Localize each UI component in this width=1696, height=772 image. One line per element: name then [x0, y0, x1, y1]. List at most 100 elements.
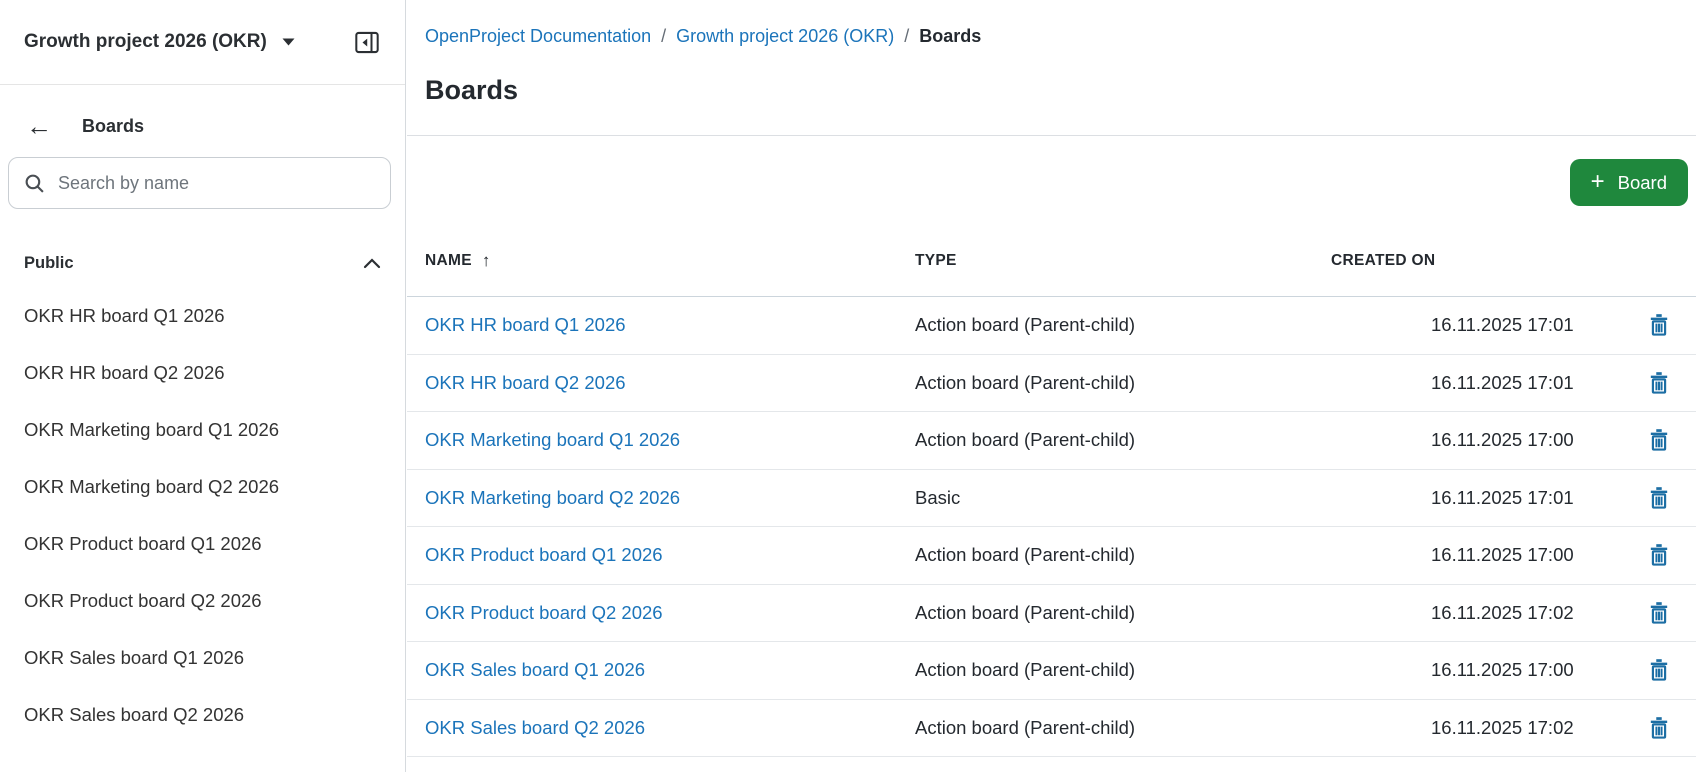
delete-board-button[interactable]	[1645, 368, 1673, 398]
board-name-link[interactable]: OKR HR board Q2 2026	[425, 371, 626, 393]
board-created-on-cell: 16.11.2025 17:00	[1431, 429, 1574, 451]
board-name-link[interactable]: OKR Marketing board Q2 2026	[425, 486, 681, 508]
delete-board-button[interactable]	[1645, 540, 1673, 570]
sidebar-board-item-label: OKR Sales board Q1 2026	[24, 646, 245, 668]
board-type-cell: Action board (Parent-child)	[915, 659, 1136, 681]
sidebar-board-item[interactable]: OKR HR board Q2 2026	[0, 344, 405, 401]
board-type-cell: Basic	[915, 486, 961, 508]
sidebar: Growth project 2026 (OKR) ← Boards	[0, 0, 406, 772]
project-selector-header: Growth project 2026 (OKR)	[0, 0, 405, 85]
delete-board-button[interactable]	[1645, 483, 1673, 513]
sidebar-board-item-label: OKR Sales board Q2 2026	[24, 703, 245, 725]
header-divider	[407, 135, 1696, 136]
table-row: OKR HR board Q1 2026 Action board (Paren…	[407, 297, 1696, 355]
search-input[interactable]	[58, 172, 375, 194]
search-icon	[24, 173, 45, 194]
column-header-name[interactable]: NAME ↑	[425, 250, 491, 270]
breadcrumb-link-openproject-documentation[interactable]: OpenProject Documentation	[425, 26, 652, 46]
column-header-type[interactable]: TYPE	[915, 251, 957, 269]
board-type-cell: Action board (Parent-child)	[915, 429, 1136, 451]
delete-board-button[interactable]	[1645, 713, 1673, 743]
sidebar-board-item[interactable]: OKR Sales board Q1 2026	[0, 629, 405, 686]
sidebar-board-item-label: OKR Marketing board Q1 2026	[24, 418, 280, 440]
sidebar-boards-title: Boards	[82, 115, 145, 136]
breadcrumb-link-project[interactable]: Growth project 2026 (OKR)	[676, 26, 895, 46]
breadcrumb-separator: /	[661, 26, 667, 46]
board-created-on-cell: 16.11.2025 17:01	[1431, 314, 1574, 336]
trash-icon	[1649, 371, 1669, 394]
sort-ascending-icon: ↑	[481, 250, 491, 270]
board-name-link[interactable]: OKR Marketing board Q1 2026	[425, 429, 681, 451]
delete-board-button[interactable]	[1645, 425, 1673, 455]
sidebar-board-item[interactable]: OKR Sales board Q2 2026	[0, 686, 405, 743]
board-created-on-cell: 16.11.2025 17:01	[1431, 486, 1574, 508]
table-row: OKR Product board Q2 2026 Action board (…	[407, 585, 1696, 642]
sidebar-board-item-label: OKR HR board Q2 2026	[24, 361, 225, 383]
boards-table-body: OKR HR board Q1 2026 Action board (Paren…	[407, 297, 1696, 757]
sidebar-board-item[interactable]: OKR Product board Q2 2026	[0, 572, 405, 629]
sidebar-board-item-label: OKR Product board Q2 2026	[24, 589, 262, 611]
chevron-up-icon	[363, 257, 381, 269]
collapse-sidebar-icon	[353, 29, 381, 56]
sidebar-board-item[interactable]: OKR HR board Q1 2026	[0, 287, 405, 344]
main-content: OpenProject Documentation / Growth proje…	[407, 0, 1696, 772]
table-row: OKR Marketing board Q1 2026 Action board…	[407, 412, 1696, 470]
delete-board-button[interactable]	[1645, 310, 1673, 340]
breadcrumb-current: Boards	[919, 26, 982, 46]
sidebar-board-list: OKR HR board Q1 2026 OKR HR board Q2 202…	[0, 287, 405, 743]
board-name-link[interactable]: OKR Sales board Q2 2026	[425, 716, 646, 738]
project-title: Growth project 2026 (OKR)	[24, 31, 267, 52]
board-type-cell: Action board (Parent-child)	[915, 314, 1136, 336]
new-board-button[interactable]: + Board	[1569, 159, 1688, 206]
delete-board-button[interactable]	[1645, 655, 1673, 685]
board-name-link[interactable]: OKR Product board Q2 2026	[425, 601, 663, 623]
sidebar-board-item[interactable]: OKR Marketing board Q2 2026	[0, 458, 405, 515]
sidebar-board-item[interactable]: OKR Product board Q1 2026	[0, 515, 405, 572]
sidebar-board-item[interactable]: OKR Marketing board Q1 2026	[0, 401, 405, 458]
board-type-cell: Action board (Parent-child)	[915, 371, 1136, 393]
board-name-link[interactable]: OKR Product board Q1 2026	[425, 544, 663, 566]
table-header-row: NAME ↑ TYPE CREATED ON	[407, 225, 1696, 297]
column-header-created-on[interactable]: CREATED ON	[1331, 251, 1436, 269]
table-row: OKR Sales board Q2 2026 Action board (Pa…	[407, 700, 1696, 757]
trash-icon	[1649, 429, 1669, 451]
delete-board-button[interactable]	[1645, 598, 1673, 628]
board-created-on-cell: 16.11.2025 17:00	[1431, 544, 1574, 566]
back-button[interactable]: ←	[26, 113, 52, 139]
table-row: OKR HR board Q2 2026 Action board (Paren…	[407, 355, 1696, 412]
breadcrumb-separator: /	[904, 26, 910, 46]
sidebar-board-item-label: OKR HR board Q1 2026	[24, 304, 225, 326]
table-row: OKR Sales board Q1 2026 Action board (Pa…	[407, 642, 1696, 700]
new-board-button-label: Board	[1617, 171, 1667, 193]
table-row: OKR Product board Q1 2026 Action board (…	[407, 527, 1696, 585]
trash-icon	[1649, 314, 1669, 336]
trash-icon	[1649, 659, 1669, 681]
trash-icon	[1649, 601, 1669, 624]
board-name-link[interactable]: OKR HR board Q1 2026	[425, 314, 626, 336]
section-public-toggle[interactable]: Public	[0, 245, 405, 281]
board-created-on-cell: 16.11.2025 17:01	[1431, 371, 1574, 393]
table-row: OKR Marketing board Q2 2026 Basic 16.11.…	[407, 470, 1696, 527]
trash-icon	[1649, 486, 1669, 509]
collapse-sidebar-button[interactable]	[351, 27, 383, 58]
back-arrow-icon: ←	[26, 111, 52, 141]
board-created-on-cell: 16.11.2025 17:00	[1431, 659, 1574, 681]
board-type-cell: Action board (Parent-child)	[915, 601, 1136, 623]
search-box	[8, 157, 391, 209]
trash-icon	[1649, 716, 1669, 739]
board-type-cell: Action board (Parent-child)	[915, 544, 1136, 566]
project-selector[interactable]: Growth project 2026 (OKR)	[24, 31, 296, 53]
breadcrumb: OpenProject Documentation / Growth proje…	[407, 0, 1696, 47]
chevron-down-icon	[281, 37, 296, 47]
sidebar-board-item-label: OKR Product board Q1 2026	[24, 532, 262, 554]
section-public-label: Public	[24, 253, 74, 272]
boards-nav-row: ← Boards	[0, 103, 405, 149]
board-created-on-cell: 16.11.2025 17:02	[1431, 601, 1574, 623]
board-type-cell: Action board (Parent-child)	[915, 716, 1136, 738]
page-title: Boards	[425, 75, 519, 105]
sidebar-board-item-label: OKR Marketing board Q2 2026	[24, 475, 280, 497]
board-name-link[interactable]: OKR Sales board Q1 2026	[425, 659, 646, 681]
toolbar: + Board	[407, 136, 1696, 206]
plus-icon: +	[1590, 167, 1605, 195]
trash-icon	[1649, 544, 1669, 566]
